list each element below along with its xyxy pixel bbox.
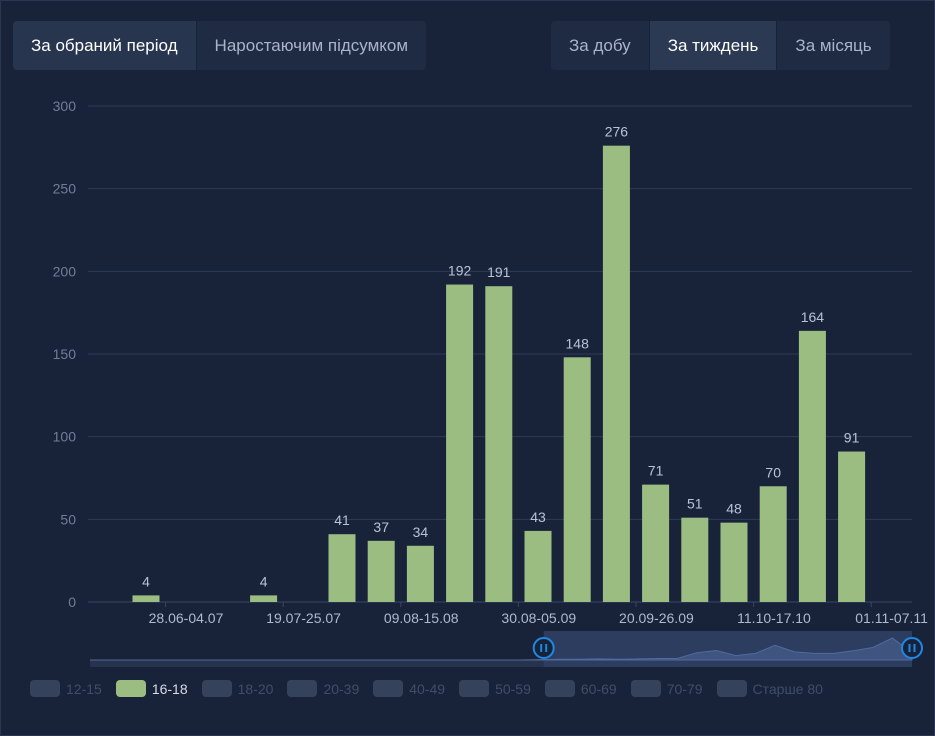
legend-item[interactable]: 50-59 <box>459 680 531 697</box>
legend-swatch <box>716 680 747 697</box>
x-tick-label: 20.09-26.09 <box>619 610 694 626</box>
bar-19.07-25.07[interactable] <box>250 595 278 602</box>
bar-value-label: 164 <box>801 309 825 325</box>
bar-25.10-31.10[interactable] <box>798 330 826 602</box>
zoom-selected-range[interactable] <box>543 631 912 667</box>
bar-value-label: 4 <box>142 573 150 589</box>
legend-swatch <box>201 680 232 697</box>
bar-value-label: 91 <box>844 430 860 446</box>
tab-selected-period[interactable]: За обраний період <box>13 21 196 70</box>
y-tick-label: 100 <box>53 429 77 445</box>
bar-value-label: 191 <box>487 264 511 280</box>
legend-label: 12-15 <box>66 680 102 697</box>
legend-swatch <box>373 680 404 697</box>
legend-label: 40-49 <box>409 680 446 697</box>
legend-item[interactable]: 70-79 <box>630 680 703 697</box>
period-mode-tabs: За обраний період Наростаючим підсумком <box>13 21 427 70</box>
y-tick-label: 250 <box>53 181 77 197</box>
bar-value-label: 41 <box>334 512 350 528</box>
bar-09.08-15.08[interactable] <box>367 540 395 602</box>
legend-swatch <box>287 680 318 697</box>
zoom-track <box>90 660 912 667</box>
legend-label: 50-59 <box>495 680 531 697</box>
bar-value-label: 71 <box>648 463 664 479</box>
overview-sparkline <box>90 637 913 661</box>
x-tick-label: 09.08-15.08 <box>384 610 459 626</box>
legend-label: 16-18 <box>151 680 188 697</box>
tab-cumulative[interactable]: Наростаючим підсумком <box>195 21 427 70</box>
y-tick-label: 50 <box>60 511 76 527</box>
bar-value-label: 276 <box>605 124 629 140</box>
legend-label: 70-79 <box>666 680 703 697</box>
legend-item[interactable]: 12-15 <box>30 680 102 697</box>
legend-label: Старше 80 <box>752 680 823 697</box>
legend-item[interactable]: 60-69 <box>544 680 617 697</box>
tab-monthly[interactable]: За місяць <box>776 21 890 70</box>
handle-grip-icon <box>545 644 548 652</box>
legend-item[interactable]: Старше 80 <box>716 680 823 697</box>
x-tick-label: 01.11-07.11 <box>855 610 928 626</box>
legend-swatch <box>459 680 490 697</box>
bar-28.06-04.07[interactable] <box>132 595 160 602</box>
legend-item[interactable]: 18-20 <box>201 680 274 697</box>
legend-label: 18-20 <box>237 680 274 697</box>
bar-30.08-05.09[interactable] <box>485 286 513 602</box>
bar-01.11-07.11[interactable] <box>838 451 866 602</box>
x-tick-label: 30.08-05.09 <box>501 610 576 626</box>
y-tick-label: 0 <box>68 594 76 610</box>
bar-value-label: 43 <box>530 509 546 525</box>
handle-grip-icon <box>913 644 916 652</box>
x-tick-label: 28.06-04.07 <box>149 610 224 626</box>
zoom-handle-right[interactable] <box>901 637 923 659</box>
bar-11.10-17.10[interactable] <box>720 522 748 602</box>
x-tick-label: 19.07-25.07 <box>266 610 341 626</box>
y-tick-label: 300 <box>53 98 77 114</box>
legend-label: 60-69 <box>580 680 617 697</box>
zoom-handle-left[interactable] <box>532 637 555 659</box>
bar-value-label: 34 <box>413 524 429 540</box>
legend-label: 20-39 <box>323 680 360 697</box>
bar-16.08-22.08[interactable] <box>406 545 434 602</box>
bar-06.09-12.09[interactable] <box>524 530 552 602</box>
bar-20.09-26.09[interactable] <box>602 145 630 602</box>
bar-13.09-19.09[interactable] <box>563 357 591 602</box>
handle-grip-icon <box>540 644 543 652</box>
y-tick-label: 200 <box>53 263 77 279</box>
tab-weekly[interactable]: За тиждень <box>648 21 777 70</box>
bar-18.10-24.10[interactable] <box>759 486 787 602</box>
bar-value-label: 48 <box>726 501 742 517</box>
legend-item[interactable]: 16-18 <box>115 680 188 697</box>
bar-value-label: 192 <box>448 263 472 279</box>
legend-item[interactable]: 40-49 <box>373 680 445 697</box>
granularity-tabs: За добу За тиждень За місяць <box>551 21 890 70</box>
bar-value-label: 37 <box>373 519 389 535</box>
bar-value-label: 51 <box>687 496 703 512</box>
age-group-legend: 12-15 16-18 18-20 20-39 40-49 50-59 60-69 70-79… <box>30 680 837 697</box>
bar-value-label: 70 <box>765 464 781 480</box>
handle-grip-icon <box>908 644 911 652</box>
legend-swatch <box>115 680 146 697</box>
bar-27.09-03.10[interactable] <box>642 484 670 602</box>
tab-daily[interactable]: За добу <box>551 21 649 70</box>
legend-swatch <box>630 680 661 697</box>
bar-04.10-10.10[interactable] <box>681 517 709 602</box>
x-tick-label: 11.10-17.10 <box>737 610 811 626</box>
bar-value-label: 4 <box>260 573 268 589</box>
legend-item[interactable]: 20-39 <box>287 680 359 697</box>
legend-swatch <box>30 680 60 697</box>
bar-02.08-08.08[interactable] <box>328 534 356 602</box>
bar-value-label: 148 <box>566 335 590 351</box>
legend-swatch <box>544 680 575 697</box>
bar-23.08-29.08[interactable] <box>446 284 474 602</box>
y-tick-label: 150 <box>53 346 77 362</box>
